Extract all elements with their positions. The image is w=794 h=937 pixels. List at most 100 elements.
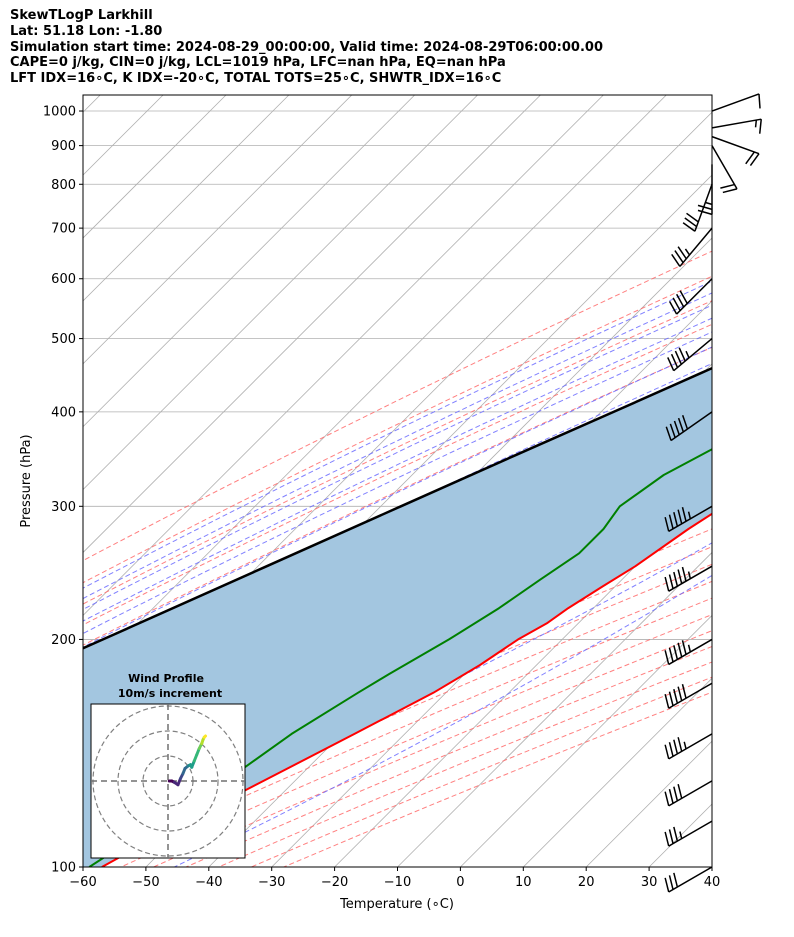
isotherm-gridline — [397, 551, 712, 867]
dry-adiabat — [83, 346, 712, 646]
barb-shaft — [668, 780, 713, 807]
x-axis-label: Temperature (∘C) — [339, 897, 454, 912]
y-tick-label: 200 — [51, 633, 76, 648]
barb-flag — [677, 246, 687, 260]
wind-barb — [711, 118, 762, 134]
barb-half-flag — [704, 201, 713, 206]
y-tick-label: 1000 — [43, 105, 76, 120]
barb-half-flag — [687, 571, 692, 579]
barb-flag — [664, 693, 670, 709]
wind-barb — [665, 411, 713, 442]
wind-barb — [664, 866, 713, 893]
y-tick-label: 300 — [51, 500, 76, 515]
barb-flag — [673, 571, 679, 587]
barb-flag — [668, 647, 674, 663]
wind-barb — [664, 820, 713, 847]
x-tick-label: −10 — [384, 875, 411, 890]
barb-flag — [673, 872, 679, 888]
barb-flag — [664, 516, 670, 532]
isotherm-gridline — [711, 866, 712, 867]
isotherm-gridline — [83, 95, 478, 491]
barb-flag — [677, 569, 683, 584]
barb-flag — [674, 250, 684, 264]
barb-flag — [749, 153, 760, 166]
barb-shaft — [668, 733, 713, 760]
barb-flag — [682, 222, 696, 232]
barb-flag — [664, 877, 670, 893]
barb-flag — [681, 683, 687, 699]
barb-flag — [673, 645, 679, 660]
barb-flag — [697, 204, 713, 211]
barb-flag — [668, 829, 674, 844]
barb-flag — [668, 875, 674, 890]
barb-flag — [686, 212, 699, 223]
hodograph-inset: Wind Profile 10m/s increment — [90, 672, 246, 859]
barb-flag — [677, 737, 683, 752]
barb-half-flag — [683, 741, 687, 750]
moist-adiabat — [83, 280, 712, 589]
chart-title: SkewTLogP Larkhill — [10, 8, 153, 23]
barb-shaft — [668, 866, 713, 893]
y-axis-label: Pressure (hPa) — [19, 434, 34, 527]
moist-adiabat — [83, 317, 712, 622]
barb-flag — [673, 739, 679, 755]
hodograph-rings — [91, 704, 245, 858]
barb-flag — [668, 574, 674, 589]
barb-flag — [677, 642, 683, 658]
time-line: Simulation start time: 2024-08-29_00:00:… — [10, 39, 603, 55]
isotherm-gridline — [83, 95, 541, 554]
hodograph-title: Wind Profile — [128, 672, 204, 685]
barb-flag — [681, 566, 687, 582]
isotherm-gridline — [83, 95, 353, 365]
x-tick-label: 10 — [515, 875, 532, 890]
wind-barb — [668, 278, 713, 315]
barb-flag — [664, 831, 670, 847]
barb-half-flag — [754, 119, 758, 128]
barb-flag — [681, 506, 687, 522]
location-line: Lat: 51.18 Lon: -1.80 — [10, 23, 163, 39]
y-tick-label: 100 — [51, 861, 76, 876]
y-tick-label: 800 — [51, 178, 76, 193]
isotherm-gridline — [83, 95, 227, 239]
barb-half-flag — [684, 248, 691, 256]
barb-flag — [664, 576, 670, 592]
chart-header: SkewTLogP Larkhill Lat: 51.18 Lon: -1.80… — [10, 8, 790, 87]
hodograph-subtitle: 10m/s increment — [118, 687, 222, 700]
wind-barb — [664, 565, 713, 592]
hodograph-trace — [167, 734, 207, 787]
y-tick-label: 700 — [51, 222, 76, 237]
barb-flag — [681, 640, 687, 655]
barb-flag — [664, 791, 670, 807]
barb-flag — [674, 350, 683, 365]
barb-shaft — [676, 278, 713, 315]
wind-barb — [711, 93, 761, 112]
barb-flag — [667, 357, 675, 372]
barb-flag — [671, 253, 681, 267]
barb-shaft — [679, 227, 713, 267]
barb-flag — [673, 786, 679, 802]
moist-adiabat — [83, 304, 712, 611]
barb-flag — [678, 347, 686, 362]
barb-half-flag — [679, 831, 683, 839]
barb-flag — [664, 744, 670, 760]
barb-flag — [668, 514, 674, 529]
barb-flag — [670, 353, 679, 368]
barb-half-flag — [685, 350, 690, 359]
barb-flag — [677, 509, 683, 524]
dry-adiabat — [83, 250, 712, 562]
barb-flag — [697, 209, 713, 216]
barb-flag — [758, 93, 761, 109]
barb-flag — [673, 511, 679, 527]
isotherm-gridline — [83, 95, 667, 679]
parcel-profile — [83, 366, 712, 650]
barb-flag — [745, 151, 755, 165]
barb-flag — [679, 290, 688, 304]
isotherm-gridline — [334, 489, 712, 867]
barb-shaft — [694, 184, 713, 232]
moist-adiabat — [83, 542, 712, 859]
y-tick-label: 400 — [51, 405, 76, 420]
barb-flag — [720, 183, 735, 189]
wind-barb — [711, 135, 760, 166]
barb-shaft — [673, 338, 713, 372]
